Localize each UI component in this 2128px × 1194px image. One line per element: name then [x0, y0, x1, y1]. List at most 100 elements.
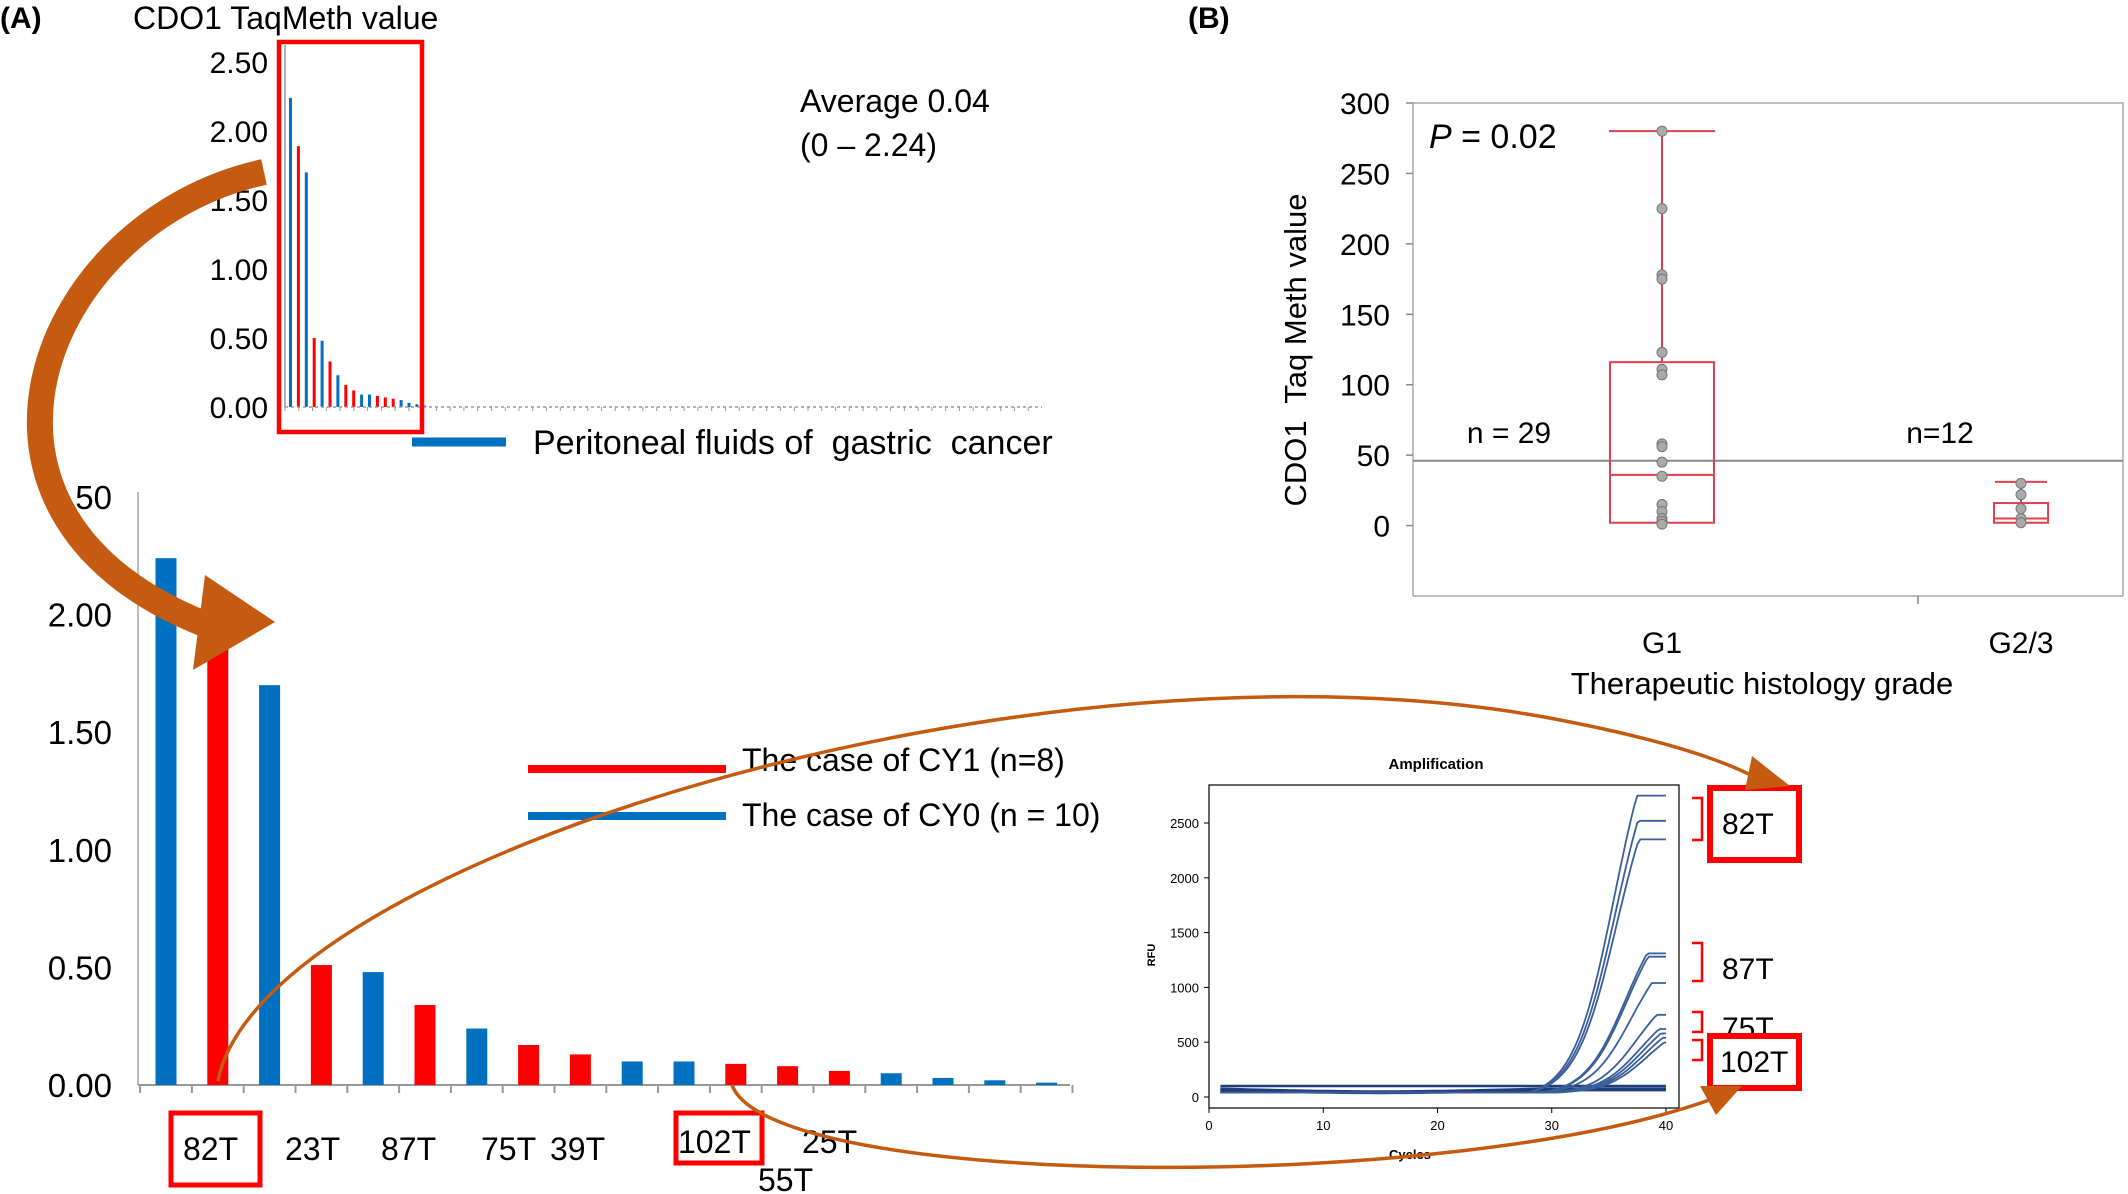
box-data-point	[1656, 273, 1668, 285]
amplification-curves	[1220, 794, 1667, 1095]
bracket-102t	[1692, 1038, 1704, 1062]
box-plot: 300 250 200 150 100 50 0 CDO1 Taq Meth value T…	[1278, 88, 2124, 701]
inset-bar	[391, 398, 395, 407]
amp-x-tick-label: 20	[1430, 1118, 1444, 1133]
amp-x-tick-label: 30	[1545, 1118, 1559, 1133]
box-data-point	[2015, 477, 2027, 489]
box-y-tick-label: 250	[1340, 158, 1390, 191]
inset-highlight-box	[276, 39, 425, 435]
sample-label-55t: 55T	[758, 1162, 813, 1194]
box-group-n-label: n = 29	[1467, 417, 1551, 450]
sample-label-23t: 23T	[285, 1131, 340, 1167]
main-bar	[155, 558, 177, 1085]
amp-x-tick-label: 10	[1316, 1118, 1330, 1133]
main-bar	[725, 1063, 747, 1085]
box-plot-x-label: Therapeutic histology grade	[1571, 666, 1954, 701]
box-data-point	[1656, 369, 1668, 381]
box-group-label: G2/3	[1988, 627, 2053, 660]
amp-curve	[1220, 982, 1666, 1094]
amp-curve	[1220, 819, 1666, 1094]
main-bar	[207, 640, 229, 1085]
amp-x-tick-label: 0	[1205, 1118, 1212, 1133]
sample-label-102t: 102T	[678, 1124, 751, 1160]
sample-label-39t: 39T	[550, 1131, 605, 1167]
amp-curve	[1220, 1032, 1666, 1094]
main-bar	[518, 1045, 540, 1085]
connector-arrow-82t	[216, 694, 1772, 1082]
amp-label-75t: 75T	[1722, 1012, 1774, 1045]
main-bar	[1036, 1082, 1058, 1085]
box-data-point	[1656, 456, 1668, 468]
box-plot-groups: G1 n = 29 G2/3 n=12	[1467, 125, 2054, 660]
sample-label-75t: 75T	[481, 1131, 536, 1167]
amplification-y-label: RFU	[1146, 944, 1158, 967]
amp-curve	[1220, 1028, 1666, 1094]
inset-bar	[344, 384, 348, 407]
main-bar	[984, 1080, 1006, 1085]
main-bars	[155, 558, 1058, 1085]
main-bar	[569, 1054, 591, 1085]
connector-arrow-102t	[730, 1084, 1716, 1170]
sample-label-82t: 82T	[183, 1131, 238, 1167]
amp-curve	[1220, 1041, 1667, 1094]
box-group-label: G1	[1642, 627, 1682, 660]
box-data-point	[1656, 518, 1668, 530]
inset-range-text: (0 – 2.24)	[800, 127, 937, 163]
inset-bars	[289, 97, 427, 407]
main-bar	[880, 1073, 902, 1085]
box-data-point	[1656, 346, 1668, 358]
main-bar	[828, 1070, 850, 1085]
amplification-y-ticks: 0 500 1000 1500 2000 2500	[1170, 816, 1209, 1105]
box-group-g2-3: G2/3 n=12	[1906, 417, 2053, 660]
p-value-symbol: P	[1429, 118, 1452, 156]
box-y-tick-label: 50	[1357, 440, 1390, 473]
inset-bar	[375, 395, 379, 407]
box-y-tick-label: 100	[1340, 370, 1390, 403]
amp-curve	[1220, 794, 1666, 1094]
amp-y-tick-label: 500	[1177, 1035, 1199, 1050]
inset-bar	[415, 404, 419, 407]
amp-label-87t: 87T	[1722, 953, 1774, 986]
inset-bar	[336, 375, 340, 407]
box-plot-y-label: CDO1 Taq Meth value	[1278, 193, 1313, 506]
main-bar	[414, 1005, 436, 1085]
main-y-ticks: 0.000.501.001.502.002.50	[48, 479, 112, 1104]
inset-bar	[312, 338, 316, 407]
panel-label-b: (B)	[1188, 2, 1230, 35]
amp-highlight-102t	[1707, 1033, 1802, 1091]
main-bar	[621, 1061, 643, 1085]
main-y-tick-label: 0.50	[48, 949, 112, 986]
box-data-point	[1656, 441, 1668, 453]
box-data-point	[1656, 203, 1668, 215]
zoom-arrow-head	[193, 575, 275, 670]
sample-label-87t: 87T	[381, 1131, 436, 1167]
inset-title: CDO1 TaqMeth value	[133, 0, 438, 36]
main-bar	[310, 965, 332, 1085]
box-data-point	[2015, 517, 2027, 529]
inset-bar	[289, 97, 292, 407]
inset-bar	[296, 146, 300, 407]
inset-bar	[383, 397, 387, 407]
amp-x-tick-label: 40	[1659, 1118, 1673, 1133]
inset-bar	[328, 361, 332, 407]
inset-average-text: Average 0.04	[800, 83, 990, 119]
sample-highlight-82t	[168, 1110, 263, 1188]
box-data-point	[1656, 125, 1668, 137]
amp-y-tick-label: 2000	[1170, 871, 1199, 886]
main-y-tick-label: 1.50	[48, 714, 112, 751]
legend-label-cy0: The case of CY0 (n = 10)	[742, 797, 1100, 833]
amplification-x-ticks: 0 10 20 30 40	[1205, 1108, 1673, 1133]
inset-y-tick-label: 1.00	[210, 254, 268, 287]
main-y-tick-label: 1.00	[48, 832, 112, 869]
inset-bar	[368, 394, 371, 407]
inset-y-tick-label: 2.50	[210, 47, 268, 80]
main-bar	[673, 1061, 695, 1085]
main-bar	[362, 972, 384, 1085]
bracket-87t	[1692, 941, 1704, 983]
amp-y-tick-label: 1000	[1170, 980, 1199, 995]
amp-curve	[1220, 955, 1666, 1094]
inset-bar	[352, 390, 356, 407]
inset-bar	[320, 340, 324, 407]
box-data-point	[2015, 503, 2027, 515]
